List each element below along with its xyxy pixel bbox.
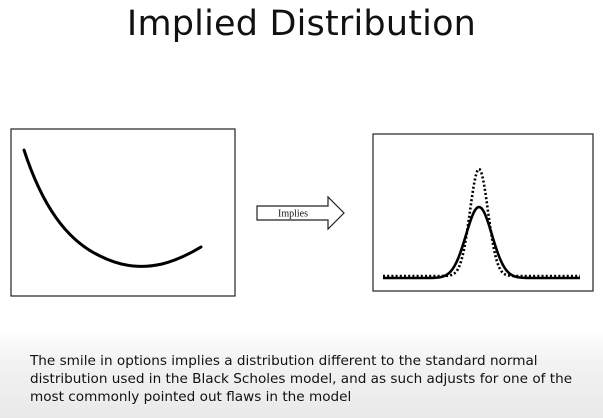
- diagram: Implies: [10, 128, 594, 297]
- diagram-canvas: Implies: [10, 128, 594, 297]
- normal-distribution-curve: [383, 205, 580, 280]
- slide-title: Implied Distribution: [126, 4, 477, 44]
- right-panel: [372, 133, 594, 292]
- arrow-label: Implies: [278, 209, 308, 220]
- volatility-smile-curve: [22, 148, 203, 268]
- arrow-shape: [256, 195, 345, 231]
- left-panel: [10, 128, 236, 297]
- caption-text: The smile in options implies a distribut…: [30, 353, 573, 405]
- implies-arrow: Implies: [256, 195, 345, 231]
- implied-distribution-curve: [383, 167, 580, 278]
- smile-frame: [10, 128, 236, 297]
